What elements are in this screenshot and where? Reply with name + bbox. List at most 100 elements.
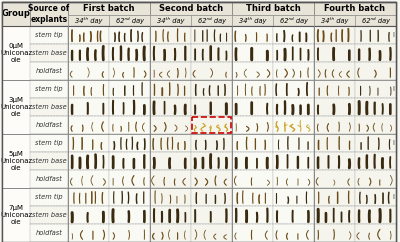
Bar xyxy=(273,15,314,26)
Text: 34ᵗʰ day: 34ᵗʰ day xyxy=(239,17,266,24)
Bar xyxy=(30,26,68,44)
Bar xyxy=(314,134,355,152)
Bar xyxy=(191,98,232,116)
Bar xyxy=(191,224,232,242)
Text: stem base: stem base xyxy=(32,158,66,164)
Bar xyxy=(273,44,314,62)
Bar xyxy=(2,80,30,134)
Bar xyxy=(68,134,109,152)
Text: 34ᵗʰ day: 34ᵗʰ day xyxy=(321,17,348,24)
Bar xyxy=(68,224,109,242)
Bar xyxy=(109,26,150,44)
Bar xyxy=(314,152,355,170)
Text: stem base: stem base xyxy=(32,50,66,56)
Bar xyxy=(68,62,109,80)
Bar xyxy=(68,152,109,170)
Bar xyxy=(30,116,68,134)
Bar xyxy=(232,170,273,188)
Bar xyxy=(30,152,68,170)
Bar xyxy=(232,152,273,170)
Bar xyxy=(68,116,109,134)
Bar xyxy=(314,2,396,15)
Bar xyxy=(232,15,273,26)
Bar xyxy=(314,188,355,206)
Bar xyxy=(150,116,191,134)
Bar xyxy=(68,44,109,62)
Bar xyxy=(109,152,150,170)
Bar xyxy=(109,224,150,242)
Text: stem tip: stem tip xyxy=(35,140,63,146)
Bar xyxy=(314,224,355,242)
Text: I: I xyxy=(392,32,394,38)
Text: holdfast: holdfast xyxy=(36,176,62,182)
Bar xyxy=(30,98,68,116)
Bar xyxy=(273,152,314,170)
Bar xyxy=(68,2,150,15)
Text: I: I xyxy=(392,194,394,200)
Bar xyxy=(150,134,191,152)
Bar xyxy=(355,26,396,44)
Text: I: I xyxy=(392,140,394,146)
Bar xyxy=(150,26,191,44)
Bar xyxy=(150,44,191,62)
Bar xyxy=(2,134,30,188)
Bar xyxy=(68,15,109,26)
Text: First batch: First batch xyxy=(83,4,135,13)
Bar xyxy=(109,62,150,80)
Bar xyxy=(150,62,191,80)
Bar xyxy=(150,15,191,26)
Bar xyxy=(109,80,150,98)
Text: Fourth batch: Fourth batch xyxy=(324,4,386,13)
Bar xyxy=(30,134,68,152)
Bar xyxy=(191,26,232,44)
Text: 34ᵗʰ day: 34ᵗʰ day xyxy=(157,17,184,24)
Bar xyxy=(314,80,355,98)
Text: Second batch: Second batch xyxy=(159,4,223,13)
Bar xyxy=(68,80,109,98)
Bar xyxy=(355,206,396,224)
Bar xyxy=(355,170,396,188)
Bar xyxy=(232,2,314,15)
Bar xyxy=(232,188,273,206)
Bar xyxy=(109,206,150,224)
Text: 62ⁿᵈ day: 62ⁿᵈ day xyxy=(280,17,308,24)
Bar xyxy=(2,188,30,242)
Bar xyxy=(314,44,355,62)
Bar xyxy=(273,188,314,206)
Bar xyxy=(232,44,273,62)
Text: 5μM
Uniconaz
ole: 5μM Uniconaz ole xyxy=(0,151,32,171)
Bar xyxy=(232,26,273,44)
Bar xyxy=(191,134,232,152)
Bar xyxy=(30,80,68,98)
Text: 62ⁿᵈ day: 62ⁿᵈ day xyxy=(362,17,390,24)
Text: 7μM
Uniconaz
ole: 7μM Uniconaz ole xyxy=(0,205,32,225)
Text: holdfast: holdfast xyxy=(36,68,62,74)
Bar xyxy=(355,188,396,206)
Text: Third batch: Third batch xyxy=(246,4,300,13)
Bar xyxy=(232,224,273,242)
Bar xyxy=(191,152,232,170)
Text: I: I xyxy=(392,86,394,92)
Bar xyxy=(30,170,68,188)
Bar xyxy=(273,62,314,80)
Bar xyxy=(191,44,232,62)
Text: 62ⁿᵈ day: 62ⁿᵈ day xyxy=(198,17,226,24)
Text: holdfast: holdfast xyxy=(36,230,62,236)
Bar xyxy=(30,188,68,206)
Bar xyxy=(355,15,396,26)
Bar xyxy=(150,98,191,116)
Bar xyxy=(232,80,273,98)
Bar xyxy=(355,152,396,170)
Bar xyxy=(314,98,355,116)
Bar xyxy=(273,26,314,44)
Text: 62ⁿᵈ day: 62ⁿᵈ day xyxy=(116,17,144,24)
Bar xyxy=(314,26,355,44)
Bar xyxy=(191,80,232,98)
Bar xyxy=(232,116,273,134)
Bar xyxy=(314,62,355,80)
Bar xyxy=(273,80,314,98)
Bar xyxy=(109,15,150,26)
Bar xyxy=(109,170,150,188)
Bar xyxy=(191,15,232,26)
Bar xyxy=(2,2,30,26)
